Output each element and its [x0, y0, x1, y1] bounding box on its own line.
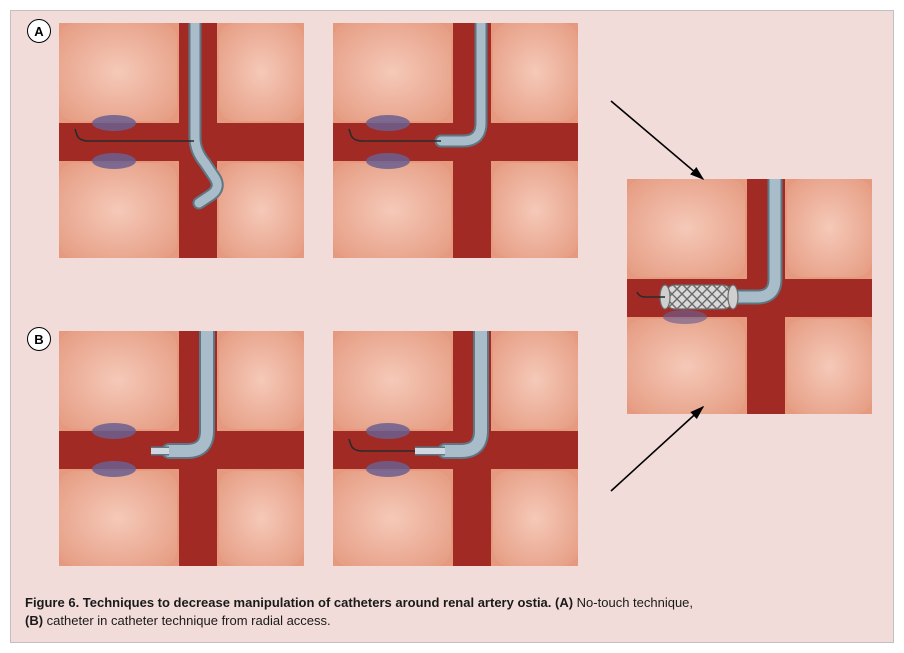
- panel-result: [627, 179, 872, 414]
- panel-label-b-text: B: [34, 332, 43, 347]
- panel-label-a: A: [27, 19, 51, 43]
- figure-container: A B: [10, 10, 894, 643]
- caption-a-text: No-touch technique,: [577, 595, 693, 610]
- panel-a2-svg: [333, 23, 578, 258]
- panel-label-b: B: [27, 327, 51, 351]
- panel-result-svg: [627, 179, 872, 414]
- panel-b2: [333, 331, 578, 566]
- caption-b-label: (B): [25, 613, 47, 628]
- caption-b-text: catheter in catheter technique from radi…: [47, 613, 331, 628]
- panel-a1-svg: [59, 23, 304, 258]
- panel-b1: [59, 331, 304, 566]
- panels-area: A B: [11, 11, 893, 586]
- panel-a2: [333, 23, 578, 258]
- panel-a1: [59, 23, 304, 258]
- panel-label-a-text: A: [34, 24, 43, 39]
- figure-caption: Figure 6. Techniques to decrease manipul…: [11, 586, 893, 642]
- panel-b2-svg: [333, 331, 578, 566]
- caption-lead: Figure 6. Techniques to decrease manipul…: [25, 595, 577, 610]
- panel-b1-svg: [59, 331, 304, 566]
